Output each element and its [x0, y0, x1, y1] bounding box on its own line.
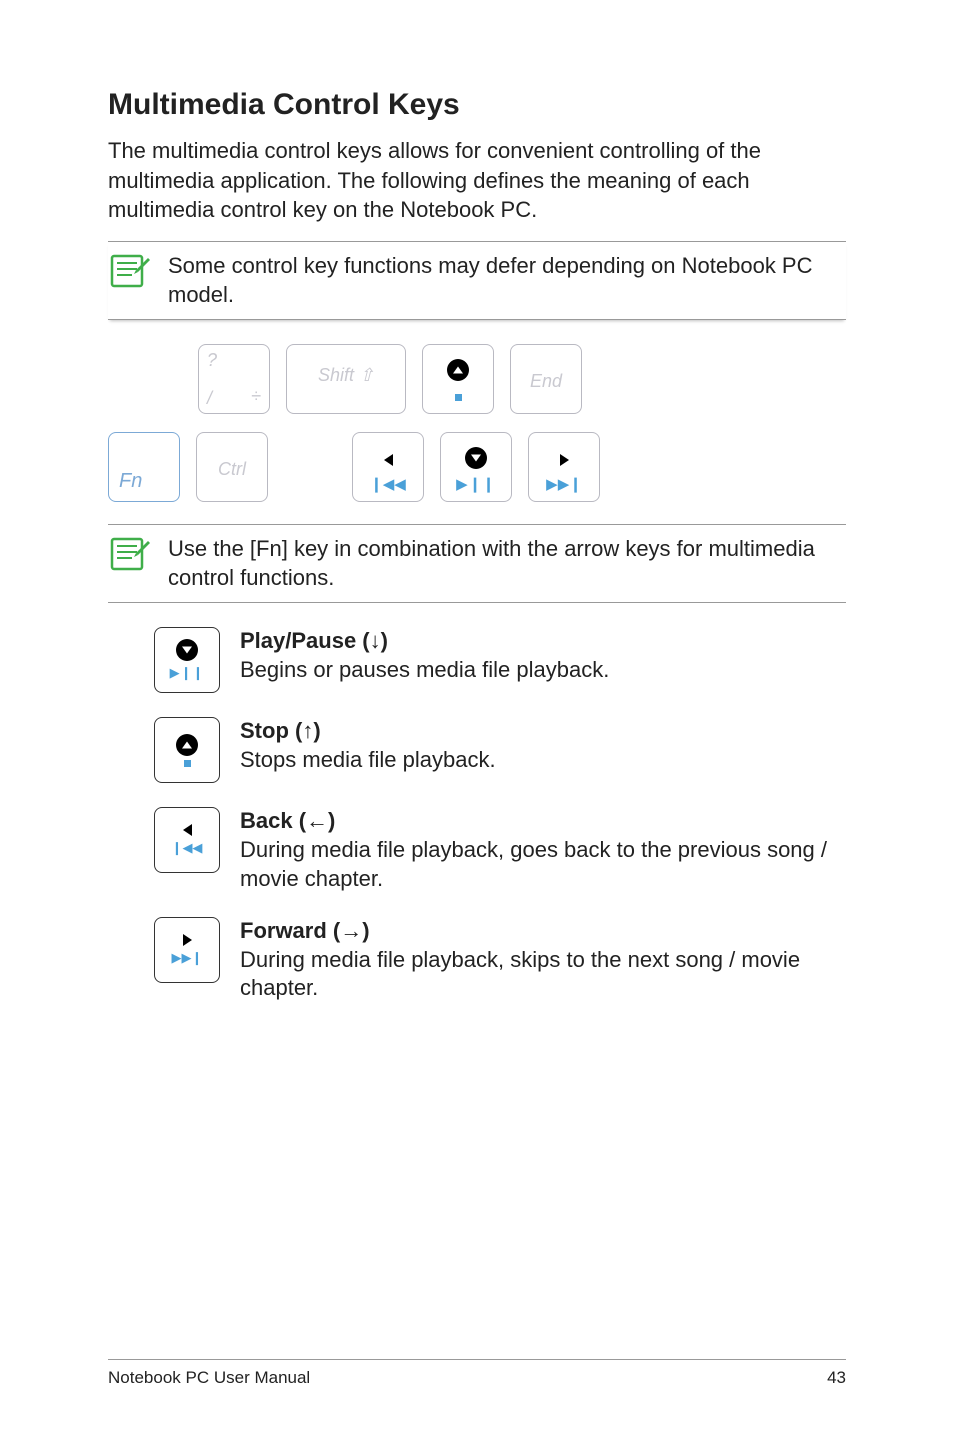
key-shift: Shift ⇧ — [286, 344, 406, 414]
key-ctrl: Ctrl — [196, 432, 268, 502]
def-back-title: Back (←) — [240, 808, 335, 833]
stop-icon — [184, 760, 191, 767]
key-arrow-left: ❙◀◀ — [352, 432, 424, 502]
page-footer: Notebook PC User Manual 43 — [108, 1359, 846, 1388]
arrow-right-icon — [183, 934, 192, 946]
key-icon-forward: ▶▶❙ — [154, 917, 220, 983]
arrow-left-icon — [183, 824, 192, 836]
def-stop-body: Stops media file playback. — [240, 747, 496, 772]
key-icon-back: ❙◀◀ — [154, 807, 220, 873]
keyboard-illustration: ? / ÷ Shift ⇧ End Fn Ctrl ❙◀◀ ▶❙❙ — [108, 344, 846, 502]
note-2-text: Use the [Fn] key in combination with the… — [168, 535, 846, 592]
skip-back-icon: ❙◀◀ — [353, 475, 423, 493]
arrow-right-icon — [560, 454, 569, 466]
page-title: Multimedia Control Keys — [108, 88, 846, 122]
definitions-list: ▶❙❙ Play/Pause (↓) Begins or pauses medi… — [108, 627, 846, 1003]
def-forward: ▶▶❙ Forward (→) During media file playba… — [108, 917, 846, 1003]
arrow-down-icon — [465, 447, 487, 469]
play-pause-icon: ▶❙❙ — [170, 665, 205, 681]
notepad-icon — [108, 252, 150, 290]
def-play-title: Play/Pause (↓) — [240, 628, 388, 653]
arrow-left-icon — [384, 454, 393, 466]
def-play-body: Begins or pauses media file playback. — [240, 657, 609, 682]
skip-fwd-icon: ▶▶❙ — [529, 475, 599, 493]
key-end: End — [510, 344, 582, 414]
skip-back-icon: ❙◀◀ — [172, 840, 203, 856]
key-arrow-up — [422, 344, 494, 414]
def-back: ❙◀◀ Back (←) During media file playback,… — [108, 807, 846, 893]
key-icon-play-pause: ▶❙❙ — [154, 627, 220, 693]
def-stop: Stop (↑) Stops media file playback. — [108, 717, 846, 783]
key-arrow-down: ▶❙❙ — [440, 432, 512, 502]
def-fwd-body: During media file playback, skips to the… — [240, 947, 800, 1001]
page-number: 43 — [827, 1368, 846, 1388]
key-fn: Fn — [108, 432, 180, 502]
notepad-icon — [108, 535, 150, 573]
def-fwd-title: Forward (→) — [240, 918, 370, 943]
note-1-text: Some control key functions may defer dep… — [168, 252, 846, 309]
skip-fwd-icon: ▶▶❙ — [172, 950, 203, 966]
def-play-pause: ▶❙❙ Play/Pause (↓) Begins or pauses medi… — [108, 627, 846, 693]
play-pause-icon: ▶❙❙ — [441, 475, 511, 493]
key-icon-stop — [154, 717, 220, 783]
def-stop-title: Stop (↑) — [240, 718, 321, 743]
arrow-up-icon — [447, 359, 469, 381]
note-box-1: Some control key functions may defer dep… — [108, 241, 846, 320]
stop-icon — [455, 394, 462, 401]
note-box-2: Use the [Fn] key in combination with the… — [108, 524, 846, 603]
arrow-down-icon — [176, 639, 198, 661]
def-back-body: During media file playback, goes back to… — [240, 837, 827, 891]
arrow-up-icon — [176, 734, 198, 756]
intro-paragraph: The multimedia control keys allows for c… — [108, 136, 846, 225]
key-arrow-right: ▶▶❙ — [528, 432, 600, 502]
footer-left: Notebook PC User Manual — [108, 1368, 310, 1388]
key-slash: ? / ÷ — [198, 344, 270, 414]
